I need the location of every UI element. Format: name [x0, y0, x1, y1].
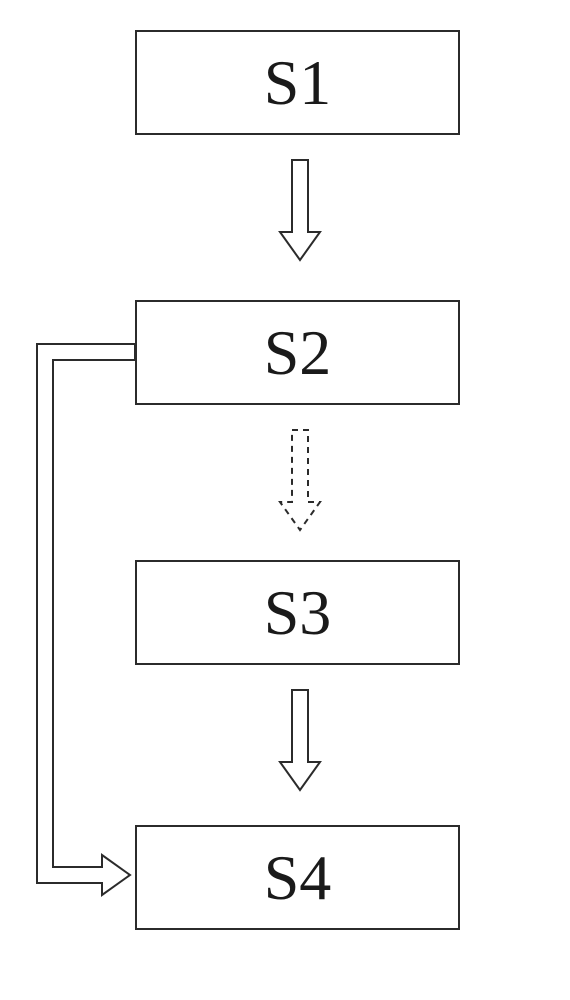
flow-node-label-s3: S3 [264, 581, 332, 645]
flow-node-s3: S3 [135, 560, 460, 665]
arrow-outline-icon [37, 344, 135, 895]
arrow-outline-icon [280, 160, 320, 260]
flow-arrow-a1 [276, 160, 324, 260]
flow-node-s2: S2 [135, 300, 460, 405]
flow-arrow-a4 [0, 312, 175, 915]
flow-node-label-s2: S2 [264, 321, 332, 385]
flowchart-canvas: S1 S2 S3 S4 [0, 0, 570, 1000]
flow-arrow-a2 [276, 430, 324, 530]
arrow-outline-icon [280, 430, 320, 530]
flow-node-s1: S1 [135, 30, 460, 135]
flow-node-s4: S4 [135, 825, 460, 930]
flow-node-label-s4: S4 [264, 846, 332, 910]
flow-node-label-s1: S1 [264, 51, 332, 115]
arrow-outline-icon [280, 690, 320, 790]
flow-arrow-a3 [276, 690, 324, 790]
